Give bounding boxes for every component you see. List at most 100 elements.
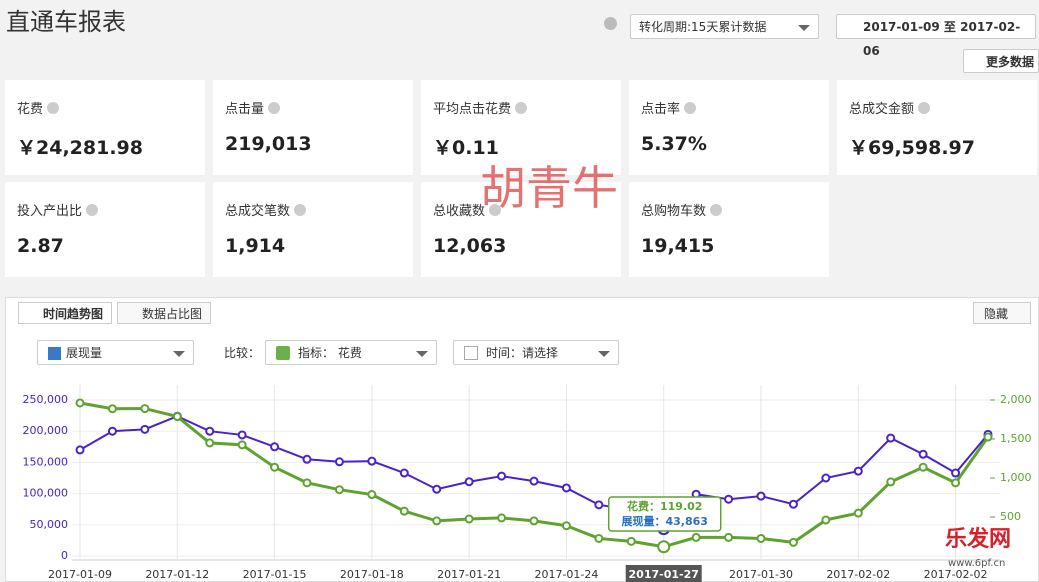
metric-label: 总成交金额 bbox=[849, 98, 1037, 117]
data-point bbox=[983, 432, 993, 442]
metric-label-text: 点击量 bbox=[225, 102, 265, 117]
hide-button[interactable]: 隐藏 bbox=[973, 302, 1032, 324]
data-point bbox=[367, 490, 377, 500]
data-point bbox=[756, 533, 766, 543]
metric-label: 总收藏数 bbox=[433, 200, 621, 219]
data-point bbox=[464, 514, 474, 524]
data-point bbox=[561, 521, 571, 531]
series-select[interactable]: 展现量 bbox=[37, 340, 194, 365]
metric-value: 219,013 bbox=[225, 133, 312, 155]
tooltip-value: 119.02 bbox=[660, 500, 702, 513]
data-point bbox=[75, 445, 85, 455]
page-title: 直通车报表 bbox=[6, 8, 126, 36]
metric-label: 总购物车数 bbox=[641, 200, 829, 219]
metric-label: 投入产出比 bbox=[17, 200, 205, 219]
help-icon[interactable] bbox=[489, 203, 502, 216]
metric-card: 平均点击花费 ￥0.11 bbox=[421, 80, 621, 175]
help-icon[interactable] bbox=[710, 203, 723, 216]
x-tick-label: 2017-01-21 bbox=[437, 568, 501, 581]
data-point bbox=[75, 398, 85, 408]
metric-value: 花费 bbox=[337, 346, 362, 360]
data-point bbox=[432, 516, 442, 526]
metric-label: 平均点击花费 bbox=[433, 98, 621, 117]
metric-value: 19,415 bbox=[641, 235, 715, 257]
tooltip-label: 花费： bbox=[627, 499, 660, 513]
data-point bbox=[334, 485, 344, 495]
data-point bbox=[270, 462, 280, 472]
data-point bbox=[107, 426, 117, 436]
data-point bbox=[918, 462, 928, 472]
more-data-button[interactable]: 更多数据 bbox=[963, 49, 1039, 73]
date-range[interactable]: 2017-01-09 至 2017-02-06 bbox=[836, 14, 1036, 58]
metric-card: 投入产出比 2.87 bbox=[5, 182, 205, 277]
metric-card: 总购物车数 19,415 bbox=[629, 182, 829, 277]
time-placeholder: 请选择 bbox=[522, 346, 559, 360]
help-icon[interactable] bbox=[684, 101, 697, 114]
tooltip bbox=[607, 496, 722, 532]
metric-label: 总成交笔数 bbox=[225, 200, 413, 219]
logo-name: 乐发网 bbox=[945, 526, 1011, 552]
series-line bbox=[79, 415, 989, 530]
y2-tick-label: 500 bbox=[1000, 510, 1021, 523]
y-tick-label: 250,000 bbox=[23, 393, 69, 406]
x-tick-label: 2017-01-09 bbox=[48, 568, 112, 581]
y-tick-label: 0 bbox=[61, 549, 68, 562]
data-point bbox=[691, 532, 701, 542]
data-point bbox=[918, 449, 928, 459]
data-point bbox=[561, 483, 571, 493]
data-point bbox=[107, 404, 117, 414]
metric-card: 总成交金额 ￥69,598.97 bbox=[837, 80, 1037, 175]
metric-label-text: 总收藏数 bbox=[433, 204, 486, 219]
data-point bbox=[270, 442, 280, 452]
help-icon[interactable] bbox=[918, 101, 931, 114]
help-icon[interactable] bbox=[47, 101, 60, 114]
data-point bbox=[140, 404, 150, 414]
data-point bbox=[367, 456, 377, 466]
metric-label-text: 平均点击花费 bbox=[433, 102, 512, 117]
metric-select[interactable]: 指标： 花费 bbox=[265, 340, 437, 365]
data-point bbox=[140, 424, 150, 434]
x-tick-label: 2017-01-12 bbox=[145, 568, 209, 581]
metric-label: 点击率 bbox=[641, 98, 829, 117]
metric-value: 2.87 bbox=[17, 235, 64, 257]
x-tick-label: 2017-02-02 bbox=[826, 568, 890, 581]
metric-label-text: 总购物车数 bbox=[641, 204, 707, 219]
info-icon[interactable] bbox=[604, 17, 617, 30]
data-point bbox=[788, 537, 798, 547]
metric-label-text: 点击率 bbox=[641, 102, 681, 117]
data-point bbox=[886, 477, 896, 487]
x-tick-label: 2017-02-02 bbox=[924, 568, 988, 581]
data-point bbox=[529, 516, 539, 526]
metric-label-text: 投入产出比 bbox=[17, 204, 83, 219]
time-select[interactable]: 时间：请选择 bbox=[453, 340, 619, 365]
tab-share[interactable]: 数据占比图 bbox=[117, 302, 212, 324]
tooltip-row: 展现量：43,863 bbox=[620, 515, 707, 528]
help-icon[interactable] bbox=[86, 203, 99, 216]
metric-value: 1,914 bbox=[225, 235, 286, 257]
metric-label-text: 总成交金额 bbox=[849, 102, 915, 117]
data-point bbox=[724, 494, 734, 504]
y2-tick-label: 1,500 bbox=[1000, 432, 1032, 445]
data-point bbox=[853, 508, 863, 518]
help-icon[interactable] bbox=[515, 101, 528, 114]
data-point bbox=[399, 468, 409, 478]
help-icon[interactable] bbox=[268, 101, 281, 114]
data-point bbox=[788, 499, 798, 509]
metric-label: 花费 bbox=[17, 98, 205, 117]
data-point bbox=[302, 454, 312, 464]
hide-label: 隐藏 bbox=[984, 307, 1009, 321]
y-tick-label: 200,000 bbox=[23, 424, 69, 437]
data-point bbox=[464, 477, 474, 487]
data-point bbox=[594, 533, 604, 543]
help-icon[interactable] bbox=[294, 203, 307, 216]
metric-label-text: 花费 bbox=[17, 102, 44, 117]
x-tick-label: 2017-01-30 bbox=[729, 568, 793, 581]
data-point bbox=[821, 473, 831, 483]
data-point bbox=[205, 426, 215, 436]
data-point bbox=[497, 513, 507, 523]
metric-card: 点击率 5.37% bbox=[629, 80, 829, 175]
logo-url: www.6pf.cn bbox=[948, 558, 1005, 569]
period-select[interactable]: 转化周期:15天累计数据 bbox=[630, 14, 819, 39]
tab-trend[interactable]: 时间趋势图 bbox=[18, 302, 113, 324]
